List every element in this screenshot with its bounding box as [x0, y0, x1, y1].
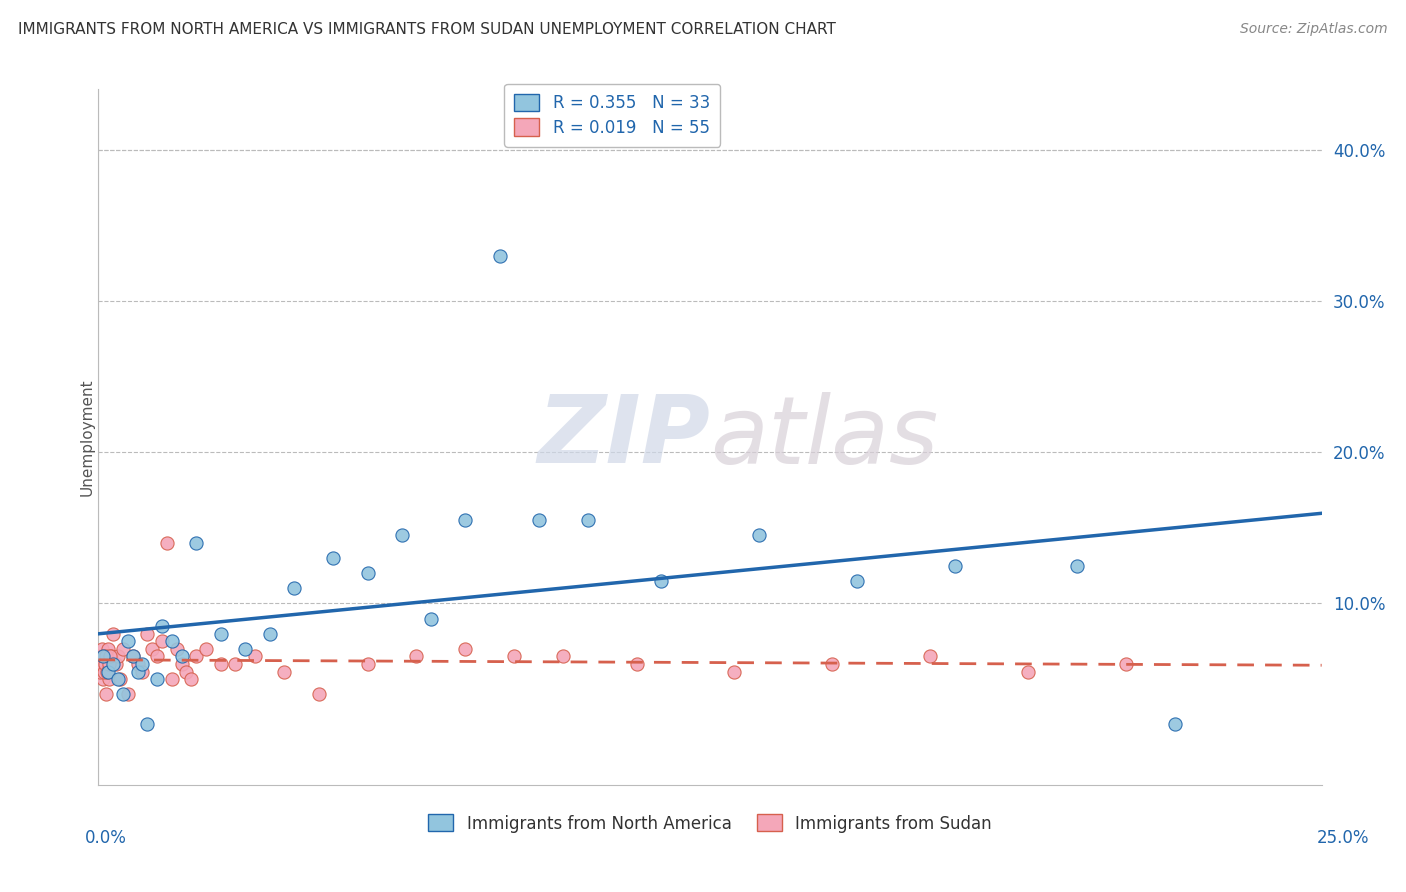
Legend: Immigrants from North America, Immigrants from Sudan: Immigrants from North America, Immigrant… [422, 808, 998, 839]
Point [146, 649, 169, 664]
Point [101, 657, 124, 671]
Point [224, 657, 246, 671]
Point [420, 611, 443, 625]
Point [503, 649, 526, 664]
Point [186, 649, 208, 664]
Point [845, 574, 868, 588]
Point [96, 649, 118, 664]
Point [96, 665, 118, 679]
Point [273, 665, 295, 679]
Point [391, 528, 413, 542]
Point [1017, 665, 1039, 679]
Point [93, 657, 115, 671]
Point [97, 657, 120, 671]
Point [146, 672, 169, 686]
Point [160, 672, 183, 686]
Point [93, 665, 115, 679]
Point [131, 657, 153, 671]
Point [136, 626, 159, 640]
Point [150, 634, 173, 648]
Point [180, 672, 202, 686]
Point [160, 634, 183, 648]
Point [170, 657, 193, 671]
Point [121, 649, 143, 664]
Point [166, 641, 188, 656]
Point [104, 657, 127, 671]
Point [553, 649, 575, 664]
Point [90, 657, 112, 671]
Point [170, 649, 193, 664]
Point [107, 649, 129, 664]
Point [117, 687, 139, 701]
Y-axis label: Unemployment: Unemployment [80, 378, 94, 496]
Point [91, 649, 114, 664]
Point [111, 687, 134, 701]
Point [405, 649, 427, 664]
Point [94, 687, 117, 701]
Point [98, 672, 121, 686]
Point [626, 657, 648, 671]
Point [1066, 558, 1088, 573]
Point [259, 626, 281, 640]
Point [821, 657, 844, 671]
Text: ZIP: ZIP [537, 391, 710, 483]
Point [1164, 717, 1187, 731]
Point [527, 513, 550, 527]
Point [488, 249, 510, 263]
Text: atlas: atlas [710, 392, 938, 483]
Text: 0.0%: 0.0% [84, 829, 127, 847]
Point [650, 574, 672, 588]
Text: 25.0%: 25.0% [1316, 829, 1369, 847]
Point [1115, 657, 1137, 671]
Point [127, 665, 149, 679]
Point [283, 582, 305, 596]
Point [186, 536, 208, 550]
Point [127, 657, 149, 671]
Point [308, 687, 330, 701]
Point [233, 641, 256, 656]
Point [576, 513, 599, 527]
Point [136, 717, 159, 731]
Point [943, 558, 966, 573]
Point [90, 657, 112, 671]
Point [100, 649, 122, 664]
Point [356, 566, 378, 581]
Point [454, 641, 477, 656]
Point [150, 619, 173, 633]
Point [97, 665, 120, 679]
Point [141, 641, 163, 656]
Point [101, 626, 124, 640]
Point [723, 665, 745, 679]
Point [209, 626, 232, 640]
Point [176, 665, 198, 679]
Point [98, 649, 121, 664]
Point [131, 665, 153, 679]
Point [111, 641, 134, 656]
Point [209, 657, 232, 671]
Text: Source: ZipAtlas.com: Source: ZipAtlas.com [1240, 22, 1388, 37]
Point [110, 672, 132, 686]
Point [91, 672, 114, 686]
Point [107, 672, 129, 686]
Point [117, 634, 139, 648]
Point [322, 551, 344, 566]
Point [195, 641, 218, 656]
Point [454, 513, 477, 527]
Point [121, 649, 143, 664]
Point [748, 528, 770, 542]
Point [156, 536, 179, 550]
Point [94, 657, 117, 671]
Point [243, 649, 266, 664]
Point [97, 641, 120, 656]
Point [91, 641, 114, 656]
Point [89, 665, 111, 679]
Point [920, 649, 942, 664]
Point [91, 649, 114, 664]
Point [89, 649, 111, 664]
Text: IMMIGRANTS FROM NORTH AMERICA VS IMMIGRANTS FROM SUDAN UNEMPLOYMENT CORRELATION : IMMIGRANTS FROM NORTH AMERICA VS IMMIGRA… [18, 22, 837, 37]
Point [356, 657, 378, 671]
